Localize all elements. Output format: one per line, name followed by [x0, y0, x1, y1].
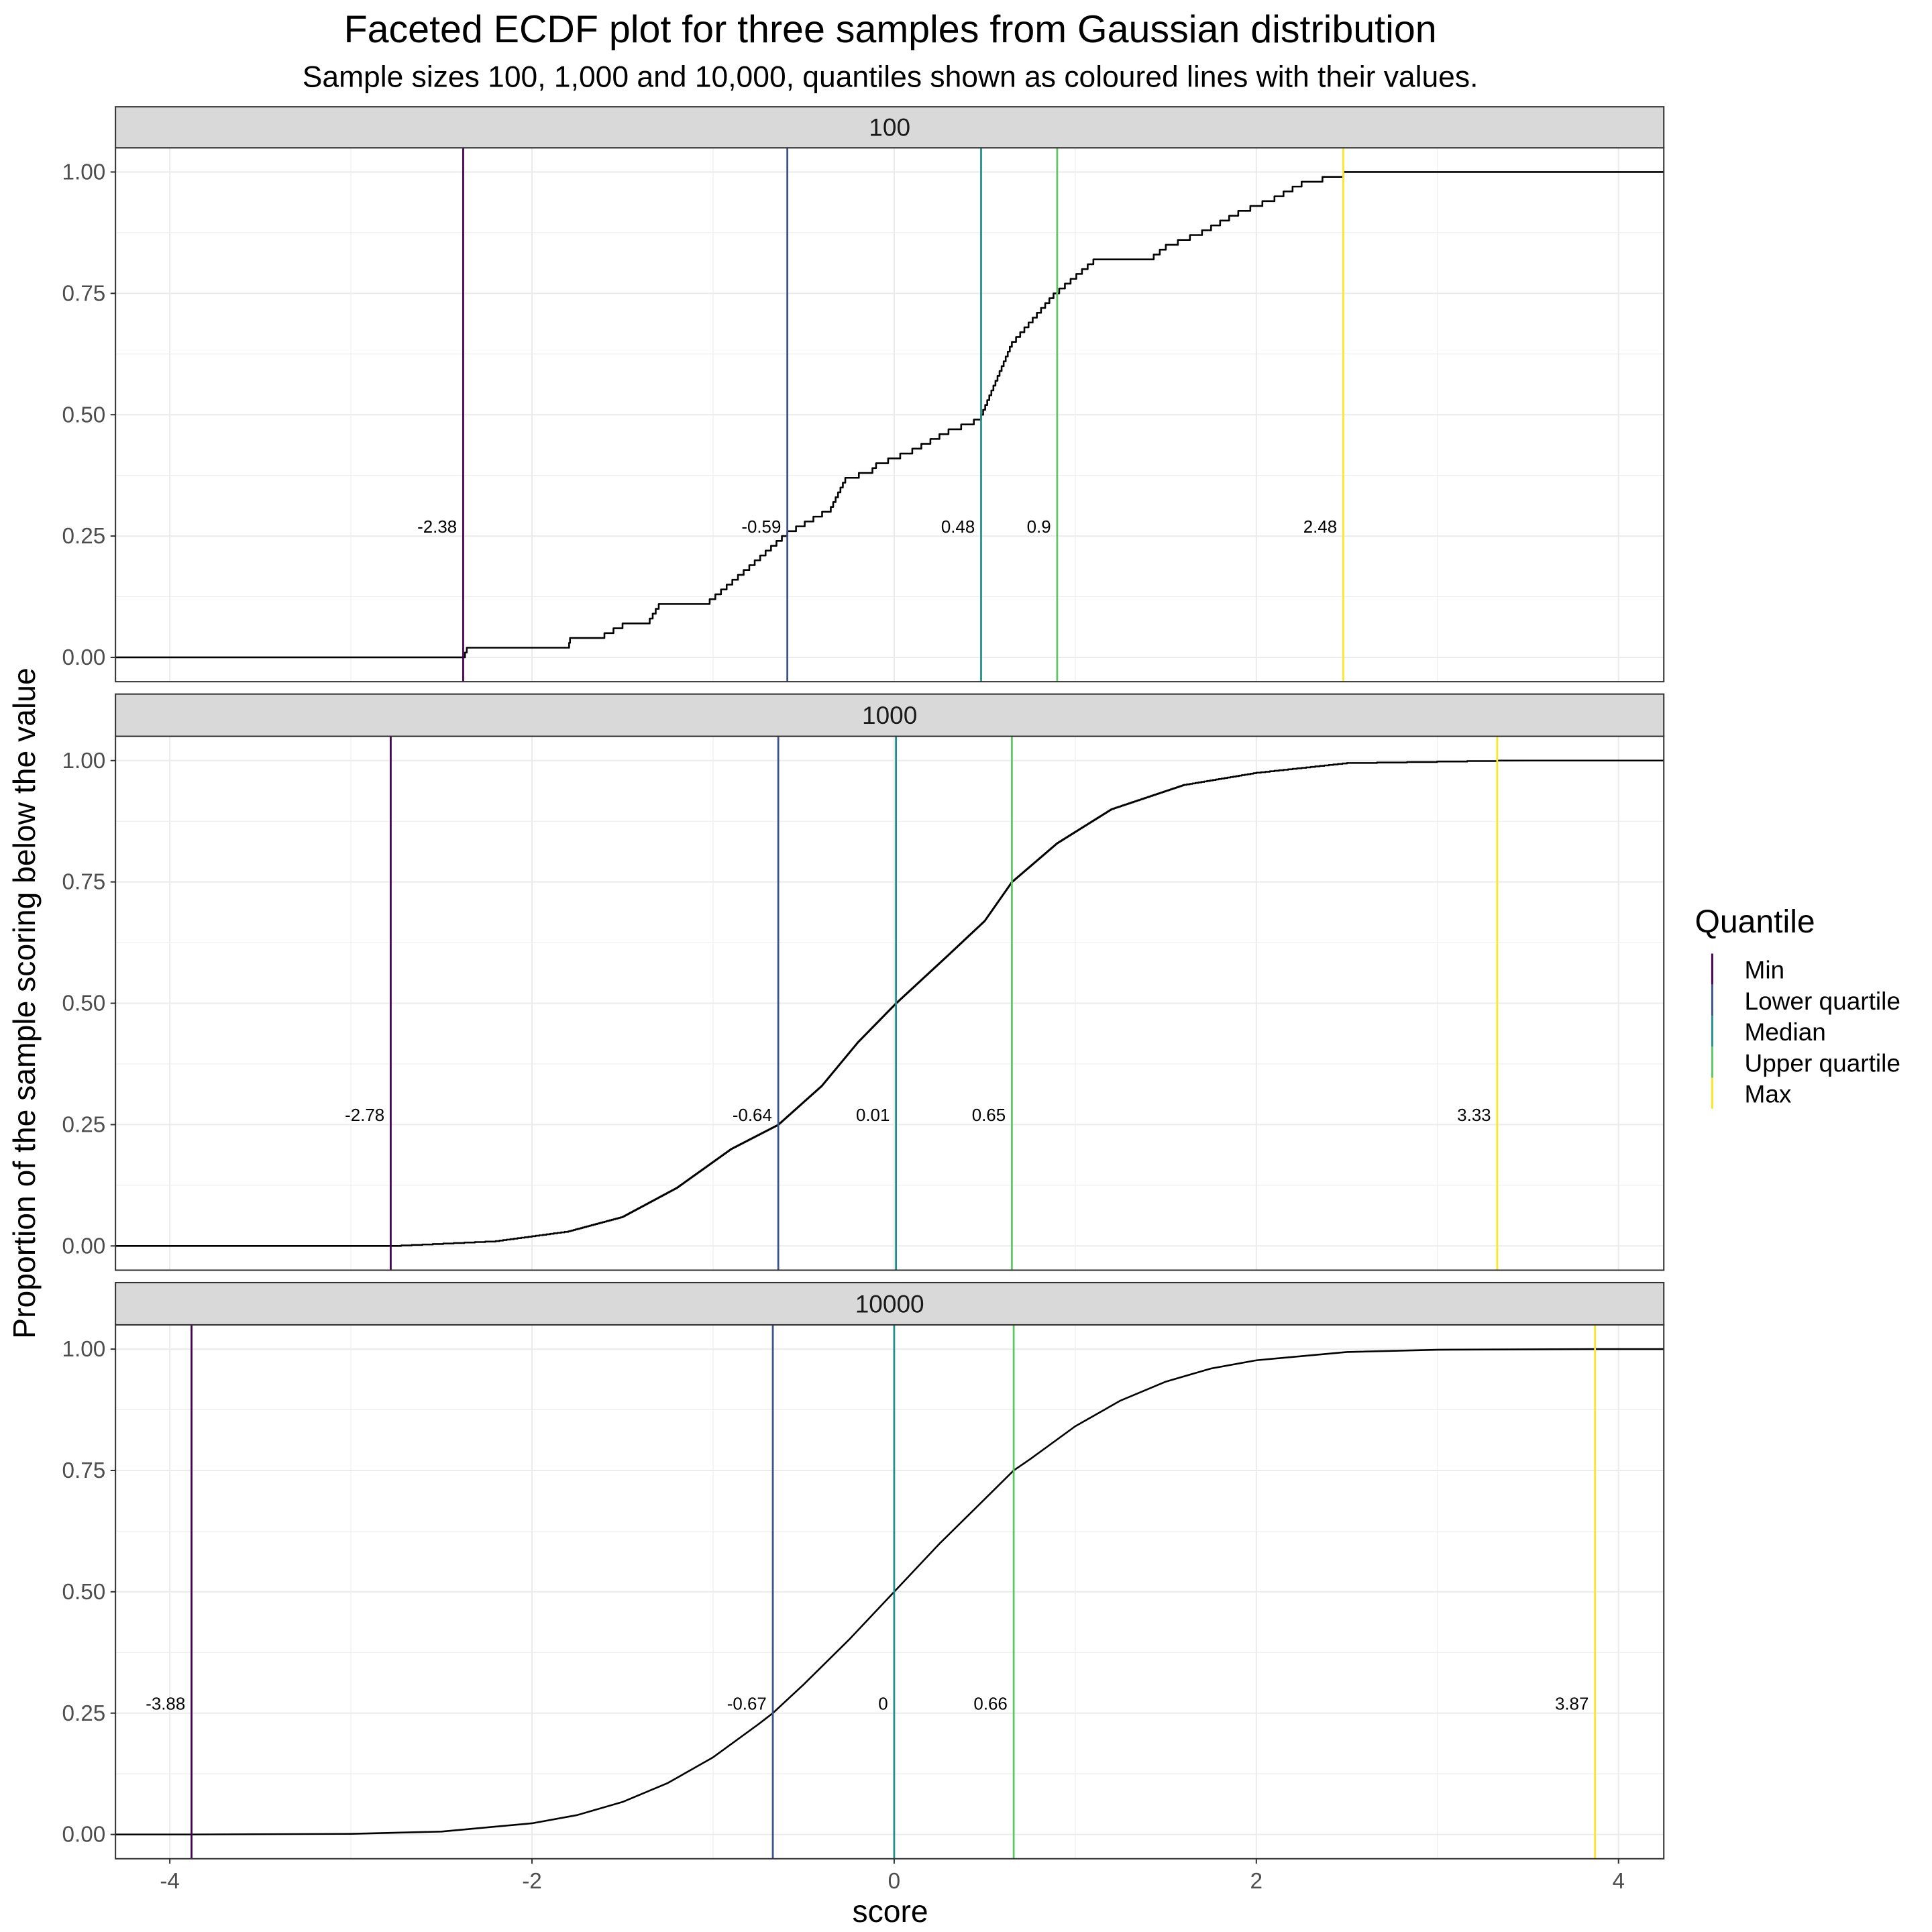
y-tick-label: 0.50 — [62, 402, 106, 427]
x-axis-title: score — [853, 1894, 928, 1929]
quantile-label: 0.01 — [856, 1106, 890, 1125]
chart-title: Faceted ECDF plot for three samples from… — [344, 8, 1437, 51]
y-tick-label: 0.75 — [62, 1458, 106, 1483]
x-axis: -4 -2 0 2 4 — [160, 1858, 1625, 1894]
x-tick-label: 4 — [1612, 1869, 1625, 1894]
legend-label: Upper quartile — [1745, 1049, 1900, 1077]
facet-strip-label: 1000 — [862, 701, 917, 729]
facets: -2.38 -0.59 0.48 0.9 2.48 100 0.00 0.25 0.50 0.75… — [62, 106, 1665, 1860]
x-tick-label: 2 — [1250, 1869, 1263, 1894]
facet-strip — [115, 106, 1665, 149]
quantile-label: -0.67 — [727, 1695, 767, 1714]
legend-label: Min — [1745, 956, 1785, 984]
quantile-label: -3.88 — [146, 1695, 185, 1714]
y-tick-label: 1.00 — [62, 160, 106, 185]
chart-subtitle: Sample sizes 100, 1,000 and 10,000, quan… — [303, 61, 1479, 94]
y-tick-label: 0.25 — [62, 1701, 106, 1726]
legend-label: Max — [1745, 1080, 1792, 1108]
facet-panel-1000: -2.78 -0.64 0.01 0.65 3.33 1000 0.00 0.25 0.50 0.… — [62, 693, 1665, 1271]
legend-title: Quantile — [1695, 904, 1815, 940]
quantile-label: 0 — [878, 1695, 888, 1714]
quantile-label: 0.66 — [973, 1695, 1007, 1714]
facet-strip — [115, 1281, 1665, 1326]
facet-strip-label: 100 — [869, 113, 910, 142]
quantile-label: 0.65 — [972, 1106, 1006, 1125]
quantile-label: -0.59 — [741, 518, 781, 537]
y-tick-label: 0.00 — [62, 1234, 106, 1258]
quantile-label: 3.33 — [1457, 1106, 1491, 1125]
y-tick-label: 0.25 — [62, 524, 106, 549]
quantile-label: -0.64 — [733, 1106, 772, 1125]
facet-panel-10000: -3.88 -0.67 0 0.66 3.87 10000 0.00 0.25 0.50 0.75… — [62, 1281, 1665, 1860]
x-tick-label: -2 — [522, 1869, 542, 1894]
quantile-label: 0.48 — [941, 518, 975, 537]
y-tick-label: 0.75 — [62, 281, 106, 306]
quantile-label: 3.87 — [1555, 1695, 1589, 1714]
x-tick-label: 0 — [888, 1869, 901, 1894]
quantile-label: -2.38 — [417, 518, 457, 537]
y-tick-label: 1.00 — [62, 1337, 106, 1362]
legend: Quantile Min Lower quartile Median Upper qu… — [1695, 904, 1900, 1109]
facet-strip-label: 10000 — [855, 1289, 924, 1318]
x-tick-label: -4 — [160, 1869, 180, 1894]
y-tick-label: 0.50 — [62, 991, 106, 1016]
ecdf-line-100 — [115, 171, 1664, 659]
y-tick-label: 0.00 — [62, 1823, 106, 1847]
quantile-label: 0.9 — [1027, 518, 1051, 537]
y-tick-label: 1.00 — [62, 749, 106, 773]
y-tick-label: 0.75 — [62, 870, 106, 895]
y-axis-title: Proportion of the sample scoring below t… — [7, 667, 42, 1338]
facet-strip — [115, 693, 1665, 737]
legend-label: Median — [1745, 1018, 1826, 1046]
legend-label: Lower quartile — [1745, 987, 1900, 1015]
y-tick-label: 0.25 — [62, 1113, 106, 1138]
facet-panel-100: -2.38 -0.59 0.48 0.9 2.48 100 0.00 0.25 0.50 0.75… — [62, 106, 1665, 683]
quantile-label: 2.48 — [1303, 518, 1337, 537]
y-tick-label: 0.50 — [62, 1580, 106, 1605]
quantile-label: -2.78 — [345, 1106, 384, 1125]
y-tick-label: 0.00 — [62, 645, 106, 670]
